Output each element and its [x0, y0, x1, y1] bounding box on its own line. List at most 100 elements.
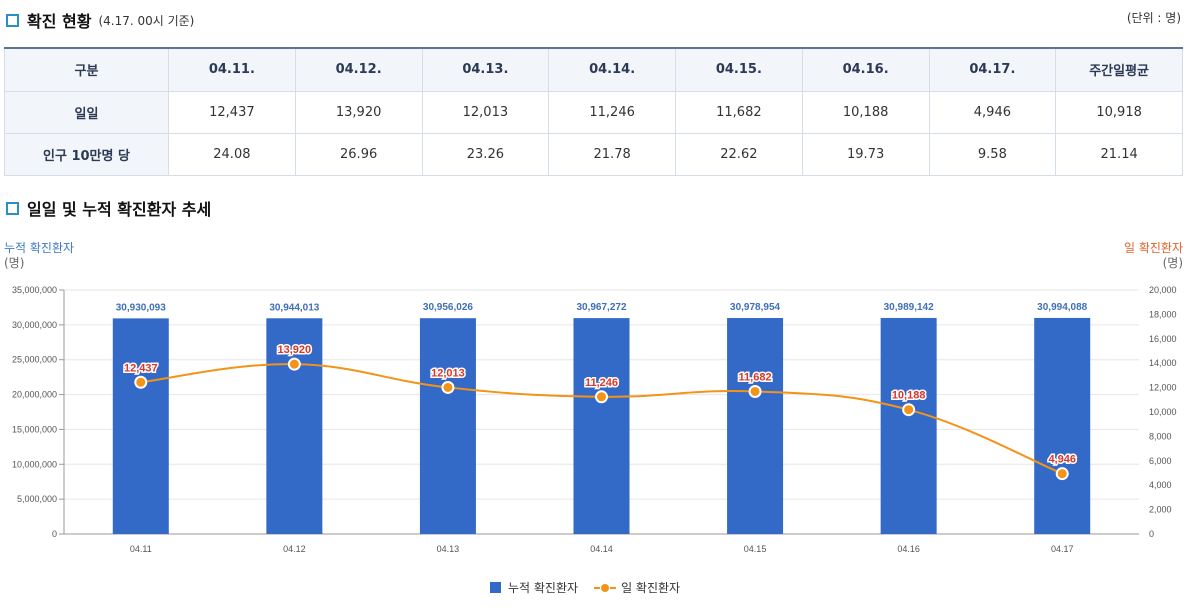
line-value-label: 11,682 — [739, 371, 772, 383]
bar-value-label: 30,956,026 — [423, 302, 473, 313]
bar-value-label: 30,944,013 — [269, 302, 319, 313]
line-point — [902, 403, 916, 417]
square-bullet-icon — [6, 13, 19, 27]
bar-value-label: 30,978,954 — [730, 302, 780, 313]
row-label: 인구 10만명 당 — [4, 132, 169, 176]
line-value-label: 13,920 — [278, 344, 312, 356]
bar-value-label: 30,967,272 — [576, 302, 626, 313]
header-cell: 주간일평균 — [1055, 47, 1183, 92]
x-tick-label: 04.11 — [130, 544, 152, 554]
x-tick-label: 04.15 — [744, 544, 767, 554]
right-axis-unit: (명) — [1162, 256, 1183, 270]
status-table: 구분 04.11. 04.12. 04.13. 04.14. 04.15. 04… — [4, 47, 1183, 176]
legend-cumulative-label: 누적 확진환자 — [508, 581, 579, 595]
left-axis-unit: (명) — [4, 256, 25, 270]
left-tick-label: 0 — [52, 529, 57, 539]
table-header-row: 구분 04.11. 04.12. 04.13. 04.14. 04.15. 04… — [4, 47, 1183, 92]
table-cell: 24.08 — [168, 132, 296, 176]
line-point — [1055, 467, 1069, 481]
line-point — [134, 375, 148, 389]
table-cell: 11,246 — [548, 90, 676, 134]
bar — [573, 318, 630, 534]
right-axis-title: 일 확진환자 (명) — [1124, 241, 1183, 271]
status-title: 확진 현황 — [27, 12, 92, 31]
left-axis-title: 누적 확진환자 (명) — [4, 241, 74, 271]
table-cell: 21.78 — [548, 132, 676, 176]
right-axis-label: 일 확진환자 — [1123, 241, 1183, 255]
table-cell: 4,946 — [928, 90, 1057, 134]
header-cell: 04.12. — [294, 47, 423, 92]
status-subtitle: (4.17. 00시 기준) — [98, 13, 195, 28]
right-tick-label: 2,000 — [1149, 505, 1172, 515]
header-cell: 구분 — [4, 47, 169, 92]
right-tick-label: 10,000 — [1149, 407, 1177, 417]
line-point — [441, 380, 455, 394]
left-tick-label: 5,000,000 — [17, 494, 57, 504]
table-cell: 21.14 — [1055, 132, 1183, 176]
right-tick-label: 14,000 — [1149, 358, 1177, 368]
legend-daily-label: 일 확진환자 — [621, 581, 681, 595]
table-cell: 19.73 — [801, 132, 930, 176]
table-cell: 10,918 — [1055, 90, 1183, 134]
table-row: 인구 10만명 당 24.08 26.96 23.26 21.78 22.62 … — [4, 132, 1183, 176]
bar — [266, 318, 323, 534]
line-value-label: 11,246 — [585, 377, 618, 389]
left-tick-label: 10,000,000 — [12, 459, 57, 469]
left-tick-label: 30,000,000 — [12, 320, 57, 330]
line-value-label: 12,437 — [124, 362, 158, 374]
bar — [880, 317, 937, 534]
bar-value-label: 30,994,088 — [1037, 302, 1087, 313]
bar — [419, 318, 476, 534]
x-tick-label: 04.17 — [1051, 544, 1074, 554]
left-tick-label: 25,000,000 — [12, 355, 57, 365]
legend-line-swatch — [594, 583, 617, 593]
square-bullet-icon — [6, 201, 19, 215]
x-tick-label: 04.16 — [897, 544, 920, 554]
right-tick-label: 0 — [1149, 529, 1154, 539]
right-tick-label: 20,000 — [1149, 285, 1177, 295]
bar — [112, 318, 169, 534]
right-tick-label: 4,000 — [1149, 480, 1172, 490]
table-cell: 12,437 — [168, 90, 296, 134]
line-point — [287, 357, 301, 371]
header-cell: 04.17. — [928, 47, 1057, 92]
header-cell: 04.14. — [548, 47, 676, 92]
line-value-label: 12,013 — [431, 367, 465, 379]
x-tick-label: 04.12 — [283, 544, 306, 554]
legend-bar-swatch — [490, 582, 501, 593]
header-cell: 04.15. — [675, 47, 803, 92]
unit-label: (단위 : 명) — [1126, 11, 1181, 25]
right-tick-label: 18,000 — [1149, 309, 1177, 319]
trend-chart: 0 5,000,000 10,000,000 15,000,000 20,000,000… — [12, 285, 1177, 554]
row-label: 일일 — [4, 90, 169, 134]
trend-section-header: 일일 및 누적 확진환자 추세 — [6, 196, 211, 220]
line-value-label: 10,188 — [892, 390, 926, 402]
header-cell: 04.11. — [168, 47, 296, 92]
left-tick-label: 20,000,000 — [12, 390, 57, 400]
header-cell: 04.16. — [801, 47, 930, 92]
chart-legend: 누적 확진환자 일 확진환자 — [490, 579, 680, 596]
table-cell: 22.62 — [675, 132, 803, 176]
x-tick-label: 04.14 — [590, 544, 613, 554]
line-point — [748, 384, 762, 398]
table-cell: 23.26 — [421, 132, 550, 176]
left-tick-label: 15,000,000 — [12, 424, 57, 434]
table-row: 일일 12,437 13,920 12,013 11,246 11,682 10… — [4, 90, 1183, 134]
left-axis-label: 누적 확진환자 — [4, 241, 75, 255]
bar — [727, 318, 784, 534]
right-tick-label: 8,000 — [1149, 431, 1172, 441]
left-tick-label: 35,000,000 — [12, 285, 57, 295]
table-cell: 12,013 — [421, 90, 550, 134]
status-section-header: 확진 현황 (4.17. 00시 기준) — [6, 8, 194, 32]
line-value-label: 4,946 — [1048, 454, 1076, 466]
right-tick-label: 12,000 — [1149, 383, 1177, 393]
bar — [1034, 317, 1091, 534]
bar-value-label: 30,989,142 — [884, 302, 934, 313]
table-cell: 10,188 — [801, 90, 930, 134]
line-point — [595, 390, 608, 404]
trend-title: 일일 및 누적 확진환자 추세 — [27, 200, 212, 219]
right-tick-label: 6,000 — [1149, 456, 1172, 466]
x-tick-label: 04.13 — [437, 544, 460, 554]
table-cell: 11,682 — [675, 90, 803, 134]
bar-value-label: 30,930,093 — [116, 302, 166, 313]
